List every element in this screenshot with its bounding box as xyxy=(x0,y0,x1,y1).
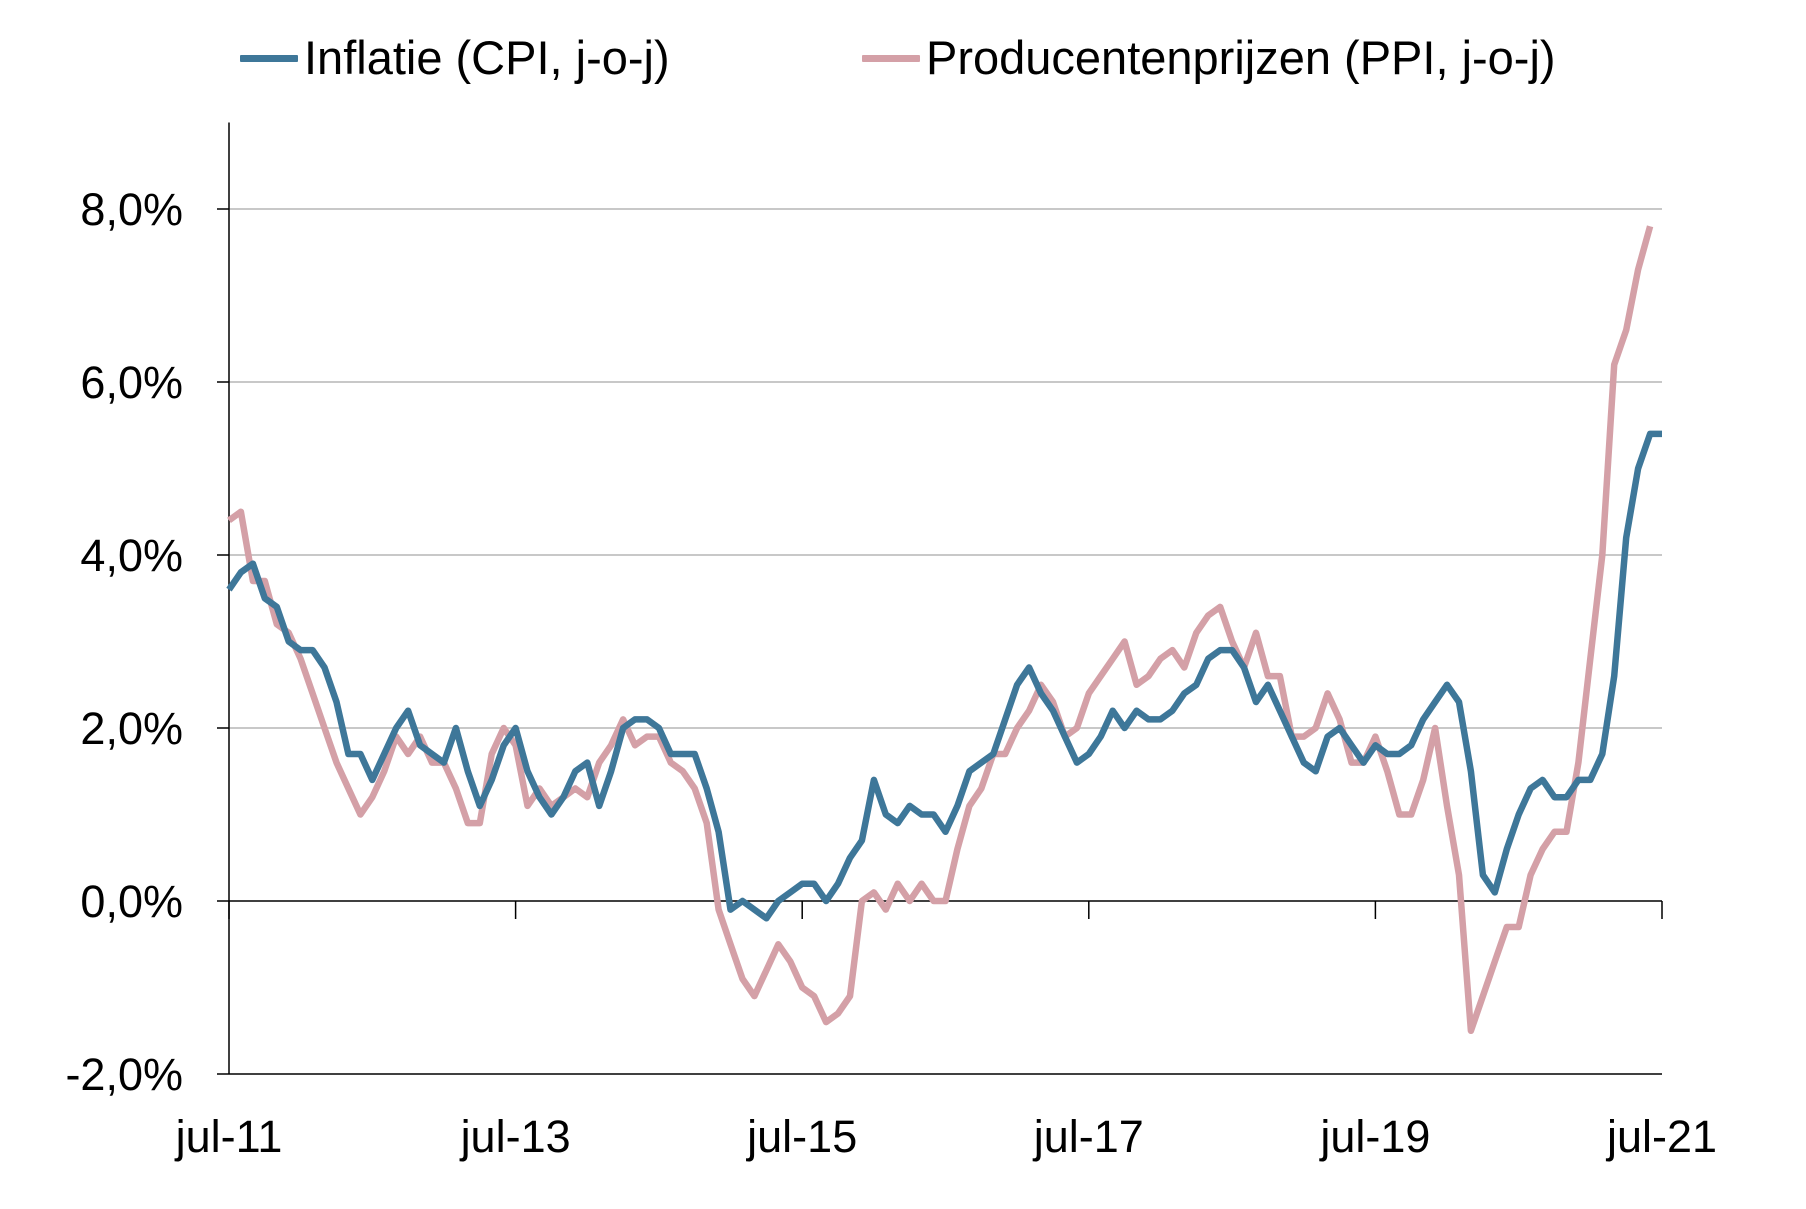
legend-label-ppi: Producentenprijzen (PPI, j-o-j) xyxy=(926,31,1556,84)
legend-swatch-cpi xyxy=(240,54,298,62)
legend: Inflatie (CPI, j-o-j) Producentenprijzen… xyxy=(0,28,1806,88)
y-tick-label: 8,0% xyxy=(80,184,183,235)
y-tick-label: 0,0% xyxy=(80,876,183,927)
y-tick-label: 6,0% xyxy=(80,357,183,408)
series-line-cpi xyxy=(226,430,1662,922)
y-tick-label: 2,0% xyxy=(80,703,183,754)
y-tick-label: 4,0% xyxy=(80,530,183,581)
y-axis-tick-labels: -2,0% 0,0% 2,0% 4,0% 6,0% 8,0% xyxy=(65,184,183,1100)
gridlines xyxy=(229,208,1662,729)
legend-item-ppi: Producentenprijzen (PPI, j-o-j) xyxy=(862,28,1556,88)
axes xyxy=(217,122,1663,1075)
x-tick-label: jul-17 xyxy=(1032,1111,1144,1162)
legend-label-cpi: Inflatie (CPI, j-o-j) xyxy=(304,31,670,84)
legend-swatch-ppi xyxy=(862,54,920,62)
x-tick-label: jul-21 xyxy=(1605,1111,1717,1162)
legend-item-cpi: Inflatie (CPI, j-o-j) xyxy=(240,28,670,88)
x-tick-label: jul-15 xyxy=(745,1111,857,1162)
x-tick-label: jul-11 xyxy=(174,1111,283,1162)
y-tick-label: -2,0% xyxy=(65,1049,183,1100)
series-line-ppi xyxy=(227,225,1654,1035)
x-tick-label: jul-19 xyxy=(1318,1111,1430,1162)
x-tick-label: jul-13 xyxy=(459,1111,571,1162)
x-axis-tick-labels: jul-11 jul-13 jul-15 jul-17 jul-19 jul-21 xyxy=(174,1111,1717,1162)
series-lines xyxy=(226,225,1662,1035)
